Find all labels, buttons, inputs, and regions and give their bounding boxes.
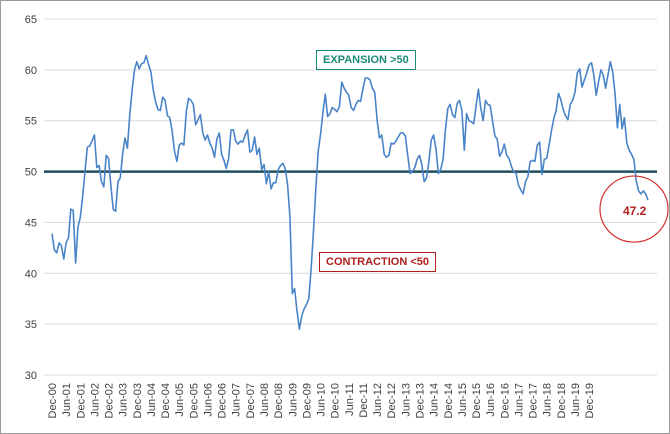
x-tick-label: Dec-11: [358, 383, 370, 418]
x-tick-label: Jun-07: [231, 383, 243, 417]
x-tick-label: Jun-15: [457, 383, 469, 417]
x-tick-label: Jun-06: [202, 383, 214, 417]
x-tick-label: Dec-07: [245, 383, 257, 418]
y-tick-label: 30: [25, 370, 37, 382]
x-tick-label: Dec-14: [443, 383, 455, 418]
x-tick-label: Dec-08: [273, 383, 285, 418]
y-tick-label: 50: [25, 167, 37, 179]
x-tick-label: Dec-10: [330, 383, 342, 418]
x-tick-label: Jun-16: [485, 383, 497, 417]
x-tick-label: Jun-19: [570, 383, 582, 417]
x-tick-label: Dec-19: [584, 383, 596, 418]
x-tick-label: Jun-11: [344, 383, 356, 416]
x-tick-label: Jun-03: [118, 383, 130, 417]
y-tick-label: 45: [25, 217, 37, 229]
x-tick-label: Dec-06: [217, 383, 229, 418]
x-tick-label: Dec-00: [47, 383, 59, 418]
x-tick-label: Jun-01: [61, 383, 73, 417]
y-axis-ticks: 30 35 40 45 50 55 60 65: [25, 14, 37, 382]
gridlines: [44, 18, 657, 376]
x-tick-label: Jun-04: [146, 383, 158, 417]
contraction-label: CONTRACTION <50: [319, 252, 436, 272]
latest-value-circle: [599, 175, 669, 243]
x-tick-label: Dec-13: [414, 383, 426, 418]
x-tick-label: Jun-09: [287, 383, 299, 417]
x-tick-label: Jun-10: [316, 383, 328, 417]
x-tick-label: Jun-12: [372, 383, 384, 417]
x-tick-label: Jun-13: [400, 383, 412, 417]
x-tick-label: Jun-14: [429, 383, 441, 417]
expansion-label: EXPANSION >50: [316, 50, 416, 70]
x-tick-label: Dec-02: [104, 383, 116, 418]
x-axis-ticks: Dec-00 Jun-01 Dec-01 Jun-02 Dec-02 Jun-03 Dec-…: [47, 383, 596, 418]
x-tick-label: Jun-08: [259, 383, 271, 417]
x-tick-label: Dec-09: [301, 383, 313, 418]
x-tick-label: Dec-12: [386, 383, 398, 418]
y-tick-label: 55: [25, 116, 37, 128]
y-tick-label: 40: [25, 268, 37, 280]
x-tick-label: Dec-17: [528, 383, 540, 418]
x-tick-label: Jun-02: [89, 383, 101, 417]
x-tick-label: Dec-04: [160, 383, 172, 418]
x-tick-label: Dec-16: [499, 383, 511, 418]
x-tick-label: Dec-03: [132, 383, 144, 418]
y-tick-label: 60: [25, 65, 37, 77]
y-tick-label: 65: [25, 14, 37, 26]
y-tick-label: 35: [25, 319, 37, 331]
x-tick-label: Jun-17: [513, 383, 525, 417]
pmi-series-line: [51, 54, 649, 331]
x-tick-label: Jun-18: [542, 383, 554, 417]
latest-value-label: 47.2: [623, 204, 647, 218]
x-tick-label: Jun-05: [174, 383, 186, 417]
x-tick-label: Dec-15: [471, 383, 483, 418]
x-tick-label: Dec-01: [75, 383, 87, 418]
x-tick-label: Dec-18: [556, 383, 568, 418]
x-tick-label: Dec-05: [188, 383, 200, 418]
